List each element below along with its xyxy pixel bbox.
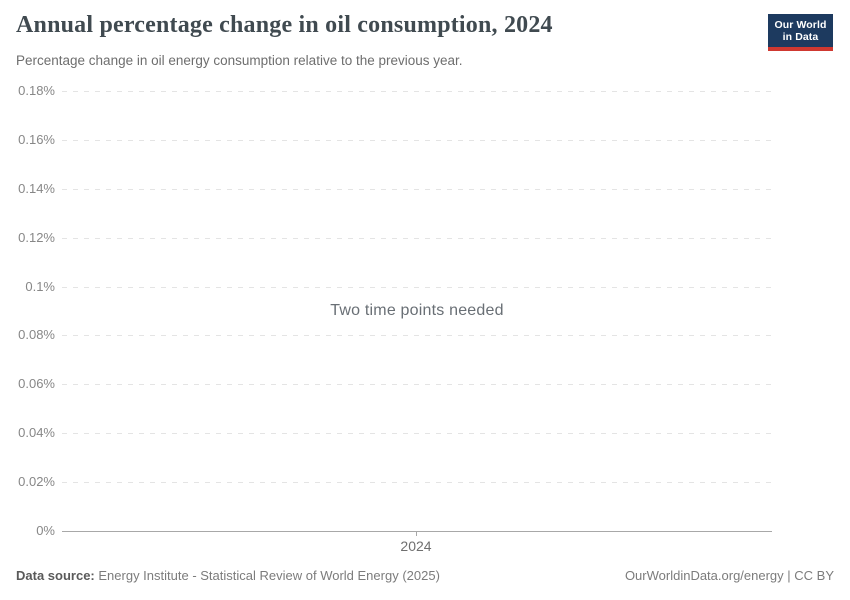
- owid-logo[interactable]: Our World in Data: [768, 14, 833, 51]
- owid-logo-text: Our World in Data: [768, 14, 833, 47]
- empty-chart-message: Two time points needed: [330, 302, 504, 319]
- y-axis-tick-label: 0.1%: [25, 278, 55, 294]
- x-axis-line: [62, 531, 772, 532]
- y-axis-tick-label: 0.14%: [18, 180, 55, 196]
- gridline: [62, 139, 772, 141]
- gridline: [62, 384, 772, 386]
- y-axis-tick-label: 0.02%: [18, 474, 55, 490]
- y-axis-tick-label: 0.08%: [18, 327, 55, 343]
- owid-logo-line2: in Data: [782, 30, 819, 43]
- x-axis-tick-label: 2024: [400, 538, 432, 554]
- gridline: [62, 237, 772, 239]
- chart-title: Annual percentage change in oil consumpt…: [16, 12, 553, 38]
- gridline: [62, 335, 772, 337]
- data-source-label: Data source:: [16, 568, 95, 583]
- y-axis-tick-label: 0.18%: [18, 83, 55, 98]
- gridline: [62, 433, 772, 435]
- y-axis-tick-label: 0.06%: [18, 376, 55, 392]
- owid-logo-red-stripe: [768, 47, 833, 51]
- chart-footer: Data source: Energy Institute - Statisti…: [16, 568, 834, 583]
- y-axis-tick-label: 0.12%: [18, 229, 55, 245]
- data-source-note: Data source: Energy Institute - Statisti…: [16, 568, 440, 583]
- x-axis-tick-mark: [416, 531, 417, 536]
- owid-logo-line1: Our World: [774, 18, 827, 31]
- y-axis-tick-label: 0.16%: [18, 131, 55, 147]
- gridline: [62, 188, 772, 190]
- license-link[interactable]: OurWorldinData.org/energy | CC BY: [624, 568, 834, 583]
- gridline: [62, 482, 772, 484]
- y-axis-tick-label: 0.04%: [18, 425, 55, 441]
- data-source-text: Energy Institute - Statistical Review of…: [98, 568, 440, 583]
- gridline: [62, 286, 772, 288]
- chart-subtitle: Percentage change in oil energy consumpt…: [16, 53, 463, 68]
- y-axis-tick-label: 0%: [36, 523, 55, 538]
- gridline: [62, 91, 772, 92]
